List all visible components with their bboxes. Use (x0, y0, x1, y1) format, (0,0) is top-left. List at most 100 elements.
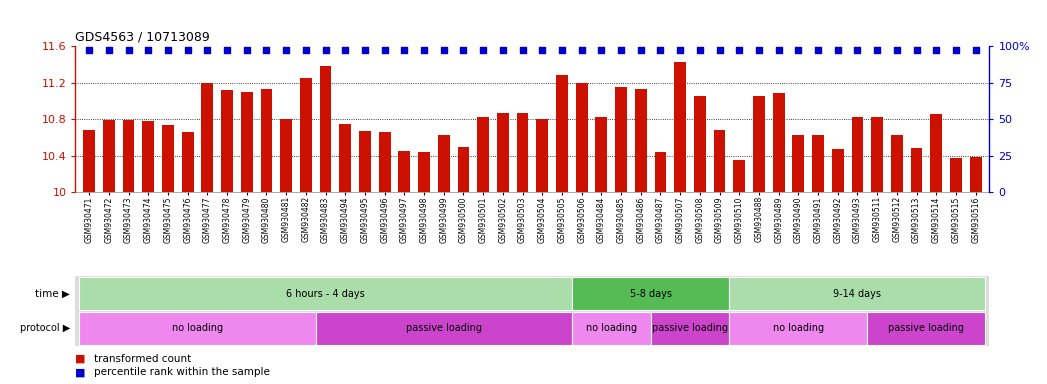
Bar (261, 89, 272, 192)
Point (948, 47, 964, 53)
Bar (733, 160, 745, 192)
Point (337, 47, 354, 53)
Bar (793, 134, 804, 192)
Bar (694, 96, 706, 192)
Point (574, 47, 591, 53)
Point (829, 47, 846, 53)
Bar (831, 149, 844, 192)
Point (239, 47, 255, 53)
Bar (241, 92, 252, 192)
Point (652, 47, 669, 53)
Bar (851, 117, 864, 192)
Bar (379, 132, 391, 192)
Bar (142, 121, 154, 192)
Bar (970, 157, 981, 192)
Bar (536, 119, 549, 192)
Bar (516, 113, 529, 192)
Bar (80, 312, 316, 345)
Point (396, 47, 413, 53)
Text: time ▶: time ▶ (36, 289, 70, 299)
Bar (730, 312, 867, 345)
Bar (911, 148, 922, 192)
Text: ■: ■ (75, 354, 86, 364)
Point (534, 47, 551, 53)
Bar (556, 75, 567, 192)
Bar (339, 124, 351, 192)
Bar (103, 120, 115, 192)
Text: passive loading: passive loading (406, 323, 482, 333)
Point (494, 47, 511, 53)
Bar (572, 277, 730, 310)
Point (357, 47, 374, 53)
Text: percentile rank within the sample: percentile rank within the sample (94, 367, 270, 377)
Bar (714, 130, 726, 192)
Bar (650, 312, 730, 345)
Bar (616, 87, 627, 192)
Point (81, 47, 97, 53)
Bar (753, 96, 765, 192)
Text: no loading: no loading (585, 323, 637, 333)
Bar (221, 90, 233, 192)
Bar (458, 147, 469, 192)
Point (751, 47, 767, 53)
Bar (773, 93, 784, 192)
Point (179, 47, 196, 53)
Bar (319, 66, 332, 192)
Point (809, 47, 826, 53)
Bar (867, 312, 985, 345)
Text: passive loading: passive loading (888, 323, 964, 333)
Bar (654, 152, 666, 192)
Text: no loading: no loading (773, 323, 824, 333)
Bar (634, 89, 647, 192)
Point (317, 47, 334, 53)
Point (120, 47, 137, 53)
Bar (871, 117, 883, 192)
Point (297, 47, 314, 53)
Bar (596, 117, 607, 192)
Point (632, 47, 649, 53)
Text: transformed count: transformed count (94, 354, 192, 364)
Bar (812, 134, 824, 192)
Bar (399, 151, 410, 192)
Point (376, 47, 393, 53)
Bar (572, 312, 650, 345)
Bar (201, 83, 214, 192)
Bar (359, 131, 371, 192)
Bar (438, 136, 449, 192)
Point (199, 47, 216, 53)
Point (771, 47, 787, 53)
Bar (730, 277, 985, 310)
Text: no loading: no loading (172, 323, 223, 333)
Bar (931, 114, 942, 192)
Point (474, 47, 491, 53)
Text: 6 hours - 4 days: 6 hours - 4 days (286, 289, 365, 299)
Point (514, 47, 531, 53)
Point (436, 47, 452, 53)
Point (219, 47, 236, 53)
Bar (281, 119, 292, 192)
Point (416, 47, 432, 53)
Bar (299, 78, 312, 192)
Point (711, 47, 728, 53)
Bar (950, 158, 962, 192)
Bar (316, 312, 572, 345)
Bar (162, 126, 174, 192)
Bar (122, 120, 134, 192)
Point (789, 47, 806, 53)
Point (101, 47, 117, 53)
Text: GDS4563 / 10713089: GDS4563 / 10713089 (75, 30, 210, 43)
Point (612, 47, 629, 53)
Text: passive loading: passive loading (652, 323, 728, 333)
Bar (80, 277, 572, 310)
Bar (674, 61, 686, 192)
Bar (418, 152, 430, 192)
Point (928, 47, 944, 53)
Point (731, 47, 748, 53)
Point (259, 47, 275, 53)
Point (869, 47, 886, 53)
Text: ■: ■ (75, 367, 86, 377)
Point (593, 47, 609, 53)
Bar (477, 117, 489, 192)
Point (691, 47, 708, 53)
Point (672, 47, 689, 53)
